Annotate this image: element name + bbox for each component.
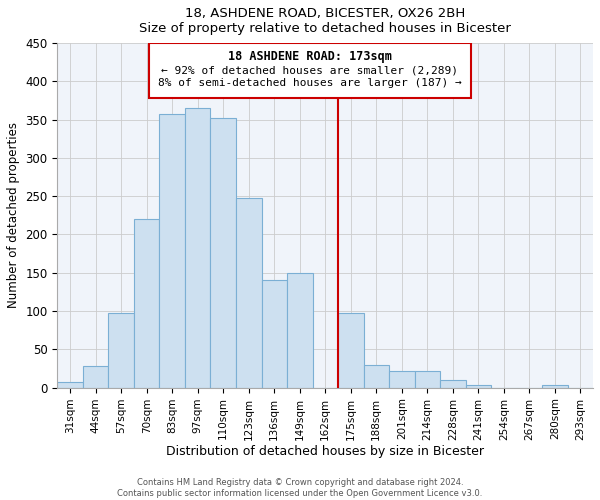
- Bar: [389, 371, 415, 388]
- X-axis label: Distribution of detached houses by size in Bicester: Distribution of detached houses by size …: [166, 445, 484, 458]
- Bar: [338, 314, 364, 388]
- Bar: [262, 280, 287, 388]
- Bar: [542, 386, 568, 388]
- Bar: [83, 366, 109, 388]
- FancyBboxPatch shape: [149, 43, 470, 98]
- Bar: [58, 382, 83, 388]
- Y-axis label: Number of detached properties: Number of detached properties: [7, 122, 20, 308]
- Bar: [109, 312, 134, 388]
- Text: ← 92% of detached houses are smaller (2,289): ← 92% of detached houses are smaller (2,…: [161, 66, 458, 76]
- Bar: [160, 114, 185, 388]
- Text: Contains HM Land Registry data © Crown copyright and database right 2024.
Contai: Contains HM Land Registry data © Crown c…: [118, 478, 482, 498]
- Bar: [236, 198, 262, 388]
- Bar: [415, 371, 440, 388]
- Text: 18 ASHDENE ROAD: 173sqm: 18 ASHDENE ROAD: 173sqm: [228, 50, 392, 64]
- Bar: [134, 219, 160, 388]
- Bar: [364, 364, 389, 388]
- Bar: [440, 380, 466, 388]
- Text: 8% of semi-detached houses are larger (187) →: 8% of semi-detached houses are larger (1…: [158, 78, 462, 88]
- Bar: [466, 384, 491, 388]
- Bar: [211, 118, 236, 388]
- Bar: [185, 108, 211, 388]
- Title: 18, ASHDENE ROAD, BICESTER, OX26 2BH
Size of property relative to detached house: 18, ASHDENE ROAD, BICESTER, OX26 2BH Siz…: [139, 7, 511, 35]
- Bar: [287, 273, 313, 388]
